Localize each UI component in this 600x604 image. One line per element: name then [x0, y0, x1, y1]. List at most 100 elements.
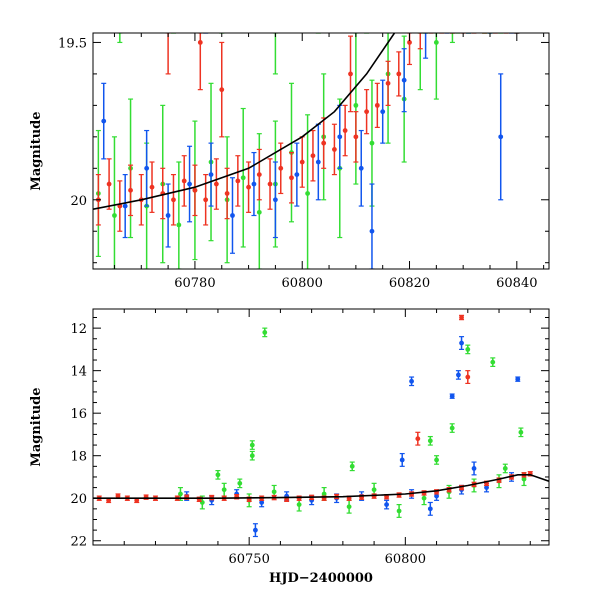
top-blue-data-point: [208, 142, 214, 207]
bottom-x-axis-label: HJD−2400000: [269, 571, 373, 586]
top-blue-data-point: [272, 161, 278, 239]
bottom-x-tick-label: 60800: [385, 552, 426, 567]
top-blue-data-point: [187, 145, 193, 223]
bottom-y-tick-label: 22: [70, 535, 87, 550]
top-green-data-point: [176, 161, 182, 269]
top-red-data-point: [299, 136, 305, 188]
bottom-data-layer: [93, 314, 549, 538]
top-green-data-point: [315, 33, 321, 34]
top-x-tick-label: 60780: [174, 276, 215, 291]
bottom-green-data-point: [502, 463, 508, 474]
top-red-data-point: [385, 60, 391, 106]
top-x-tick-label: 60820: [389, 276, 430, 291]
top-red-data-point: [482, 33, 488, 34]
bottom-green-data-point: [221, 482, 227, 497]
top-x-tick-label: 60800: [282, 276, 323, 291]
top-red-data-point: [288, 151, 294, 204]
top-blue-data-point: [498, 73, 504, 201]
top-blue-data-point: [423, 33, 429, 59]
top-red-data-point: [374, 82, 380, 129]
top-red-data-point: [364, 89, 370, 135]
bottom-blue-data-point: [384, 499, 390, 510]
top-green-data-point: [498, 33, 504, 34]
bottom-green-data-point: [249, 440, 255, 450]
top-blue-data-point: [358, 129, 364, 207]
top-blue-data-point: [444, 33, 450, 34]
top-red-data-point: [321, 117, 327, 169]
top-blue-data-point: [315, 123, 321, 201]
bottom-y-tick-label: 14: [70, 365, 87, 380]
top-red-data-point: [428, 33, 434, 34]
top-green-data-point: [449, 33, 455, 44]
top-red-data-point: [192, 164, 198, 217]
top-blue-data-point: [508, 33, 514, 34]
top-blue-data-point: [229, 177, 235, 254]
top-model-curve: [93, 33, 396, 210]
bottom-red-data-point: [415, 431, 421, 446]
bottom-tick-layer: 60750 60800 12 14 16 18 20 22: [70, 309, 549, 567]
top-red-data-point: [160, 167, 166, 220]
top-red-data-point: [310, 129, 316, 182]
top-green-data-point: [170, 33, 176, 34]
top-blue-data-point: [369, 183, 375, 269]
top-green-data-point: [433, 33, 439, 100]
top-blue-data-point: [380, 79, 386, 144]
top-blue-data-point: [203, 33, 209, 34]
bottom-blue-data-point: [449, 393, 455, 399]
top-y-axis-label: Magnitude: [29, 111, 44, 190]
top-blue-data-point: [487, 33, 493, 34]
top-blue-data-point: [514, 33, 520, 34]
top-blue-data-point: [165, 183, 171, 248]
bottom-plot-frame: [92, 308, 550, 546]
top-red-data-point: [396, 51, 402, 97]
bottom-red-data-point: [465, 370, 471, 385]
bottom-y-tick-label: 12: [70, 322, 87, 337]
top-green-data-point: [117, 33, 123, 44]
top-green-data-point: [514, 33, 520, 34]
top-green-data-point: [482, 33, 488, 34]
bottom-green-data-point: [465, 344, 471, 355]
bottom-light-curve-panel: 60750 60800 12 14 16 18 20 22 Magnitude HJD−240…: [29, 308, 550, 586]
bottom-green-data-point: [237, 478, 243, 489]
top-red-data-point: [439, 33, 445, 34]
top-red-data-point: [278, 142, 284, 195]
top-green-data-point: [487, 33, 493, 34]
bottom-green-data-point: [249, 450, 255, 461]
top-red-data-point: [246, 161, 252, 213]
top-red-data-point: [235, 155, 241, 207]
bottom-green-data-point: [427, 435, 433, 446]
bottom-y-tick-label: 20: [70, 492, 87, 507]
bottom-y-tick-label: 16: [70, 407, 87, 422]
top-red-data-point: [165, 33, 171, 75]
top-green-data-point: [423, 33, 429, 34]
top-red-data-point: [128, 164, 134, 217]
bottom-green-data-point: [396, 504, 402, 518]
top-green-data-point: [240, 107, 246, 248]
top-plot-frame: [92, 32, 550, 270]
bottom-x-tick-label: 60750: [228, 552, 269, 567]
bottom-blue-data-point: [427, 501, 433, 516]
bottom-y-axis-label: Magnitude: [29, 387, 44, 466]
top-tick-layer: 607806080060820608401919.520: [58, 33, 549, 291]
bottom-blue-data-point: [399, 452, 405, 467]
top-green-data-point: [219, 33, 225, 34]
top-blue-data-point: [101, 82, 107, 160]
top-red-data-point: [117, 180, 123, 232]
top-red-data-point: [219, 41, 225, 138]
top-red-data-point: [256, 148, 262, 201]
top-y-tick-label: 20: [70, 194, 87, 209]
bottom-model-curve: [93, 474, 549, 499]
bottom-red-data-point: [459, 314, 465, 321]
top-green-data-point: [305, 114, 311, 269]
top-green-data-point: [272, 33, 278, 75]
bottom-green-data-point: [346, 499, 352, 514]
top-red-data-point: [514, 33, 520, 34]
bottom-green-data-point: [434, 455, 440, 465]
bottom-blue-data-point: [459, 336, 465, 350]
top-light-curve-panel: 607806080060820608401919.520 Magnitude: [29, 32, 550, 291]
top-red-data-point: [503, 33, 509, 34]
top-red-data-point: [492, 33, 498, 34]
bottom-green-data-point: [262, 327, 268, 338]
top-green-data-point: [364, 33, 370, 34]
